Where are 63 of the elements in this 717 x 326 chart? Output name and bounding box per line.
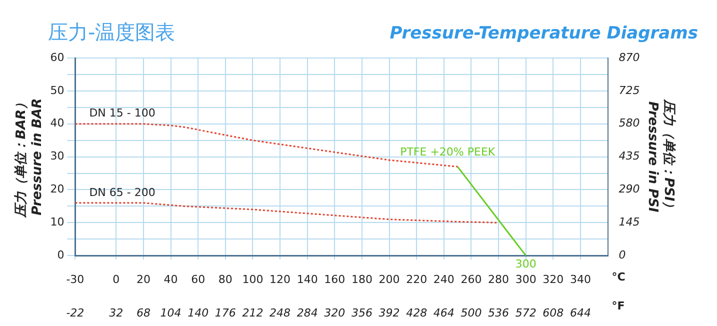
x2-tick-label: 248 [270,306,291,320]
x-tick-label: 200 [378,273,400,286]
x2-tick-label: -22 [66,306,84,320]
x2-tick-label: 608 [542,306,564,320]
x2-tick-label: 104 [160,306,182,320]
x2-tick-label: 32 [109,306,124,320]
x-tick-label: -30 [66,273,84,286]
y2-tick-label: 290 [618,182,640,196]
x-tick-label: 260 [460,273,482,286]
x2-axis-title: °F [612,300,625,313]
x-tick-label: 120 [270,273,291,286]
chart-subtitle: Pressure-Temperature Diagrams [390,23,698,44]
y-axis-title: 压力（单位：BAR） Pressure in BAR [13,96,45,218]
x-tick-label: 300 [515,273,536,286]
chart-title: 压力-温度图表 [48,20,176,44]
x-tick-label: 240 [433,273,454,286]
y2-tick-label: 580 [618,116,640,130]
x-tick-label: 0 [112,273,120,286]
x-tick-label: 60 [191,273,206,286]
y2-tick-label: 0 [618,248,626,262]
y2-tick-label: 870 [618,50,640,64]
x-tick-label: 220 [406,273,428,286]
x2-tick-label: 284 [296,306,318,320]
x2-tick-label: 176 [214,306,236,320]
series-label: PTFE +20% PEEK [400,146,496,159]
x2-tick-label: 536 [488,306,510,320]
annotation: 300 [515,257,536,270]
x2-tick-label: 140 [188,306,209,320]
x-tick-label: 80 [218,273,232,286]
x2-tick-label: 464 [433,306,454,320]
x2-tick-label: 68 [136,306,150,320]
x2-tick-label: 500 [460,306,482,320]
y2-tick-label: 725 [618,84,640,97]
x-tick-label: 180 [351,273,372,286]
y-tick-label: 10 [50,216,64,229]
x-tick-label: 100 [242,273,264,286]
x-tick-label: 320 [542,273,564,286]
x2-tick-label: 572 [515,306,536,320]
y-tick-label: 40 [50,116,64,130]
y-tick-label: 60 [50,50,64,64]
series-label: DN 65 - 200 [89,186,156,199]
x-tick-label: 160 [324,273,346,286]
x-tick-label: 40 [164,273,178,286]
y2-tick-label: 145 [618,216,640,229]
y-tick-label: 30 [50,150,64,163]
x-tick-label: 280 [488,273,510,286]
x-tick-label: 140 [296,273,318,286]
x2-tick-label: 428 [406,306,428,320]
x-axis-title: °C [612,270,626,284]
series-label: DN 15 - 100 [89,106,156,120]
y2-axis-title: 压力（单位：PSI） Pressure in PSI [645,98,677,214]
y-tick-label: 20 [50,182,64,196]
line-series [75,202,500,224]
x-tick-label: 340 [570,273,591,286]
y-tick-label: 50 [50,84,64,97]
y2-tick-label: 435 [618,150,640,163]
x2-tick-label: 644 [570,306,591,320]
x2-tick-label: 392 [378,306,400,320]
x2-tick-label: 212 [242,306,264,320]
x-tick-label: 20 [136,273,150,286]
x2-tick-label: 356 [351,306,372,320]
y-tick-label: 0 [57,248,64,262]
x2-tick-label: 320 [324,306,346,320]
